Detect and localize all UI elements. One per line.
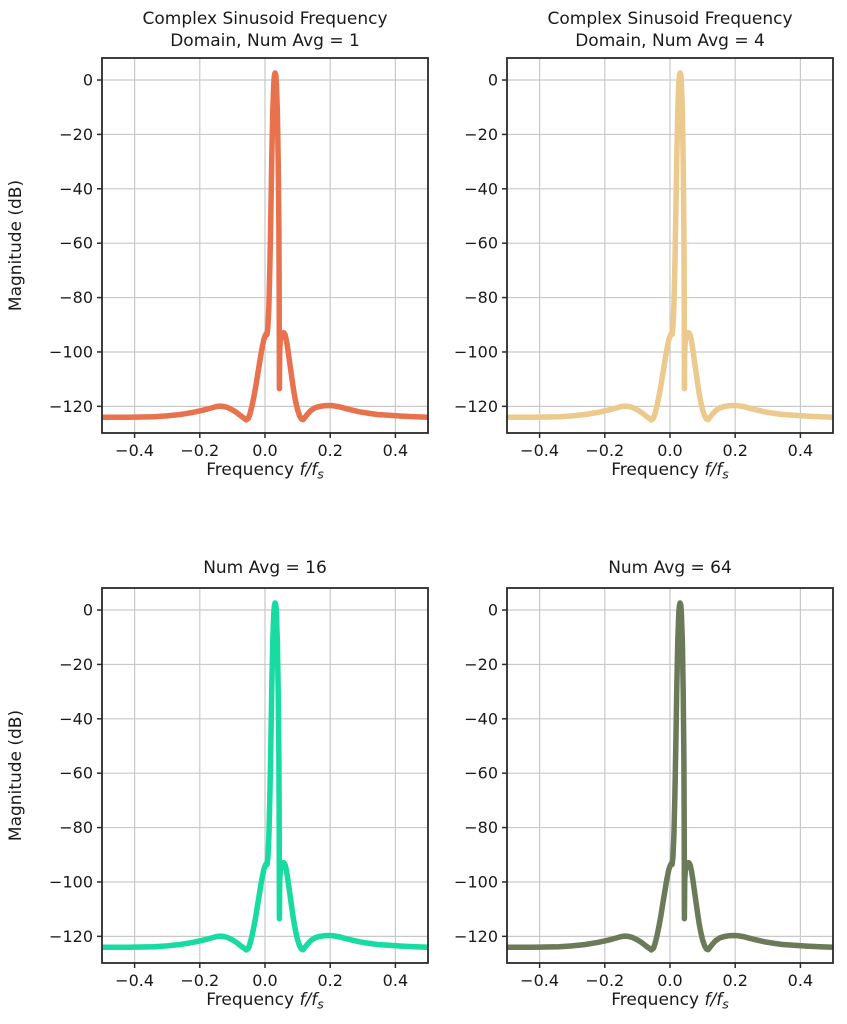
- plot-title: Num Avg = 16: [203, 558, 327, 578]
- x-axis-label: Frequency f/fs: [507, 460, 833, 482]
- y-tick-label: −60: [59, 234, 93, 253]
- x-tick-label: −0.2: [585, 441, 624, 460]
- x-axis-label-math: f/f: [704, 990, 723, 1010]
- x-tick-label: −0.4: [115, 971, 154, 990]
- y-tick-label: −80: [464, 288, 498, 307]
- y-tick-label: −100: [454, 872, 498, 891]
- plot-area: −0.4 −0.2 0.0 0.2 0.4 0 −20 −40 −60 −80 −100 −120: [454, 57, 834, 460]
- x-tick-label: −0.4: [520, 441, 559, 460]
- x-tick-label: −0.2: [180, 441, 219, 460]
- y-tick-label: −80: [464, 818, 498, 837]
- plot-area: −0.4 −0.2 0.0 0.2 0.4 0 −20 −40 −60 −80 −100 −120: [49, 57, 429, 460]
- spectrum-curve: [102, 70, 428, 423]
- x-axis-label-text: Frequency: [611, 990, 705, 1010]
- y-tick-label: −60: [59, 764, 93, 783]
- plot-border: [506, 587, 834, 964]
- y-tick-label: −120: [49, 927, 93, 946]
- x-tick-label: −0.2: [180, 971, 219, 990]
- x-axis-label-text: Frequency: [206, 460, 300, 480]
- x-axis-label: Frequency f/fs: [102, 990, 428, 1012]
- y-tick-label: −120: [454, 397, 498, 416]
- subplot-num-avg-16: Num Avg = 16 Magnitude (dB) −0.4 −0.2 0.0 0…: [0, 512, 440, 1024]
- plot-title: Complex Sinusoid Frequency Domain, Num A…: [547, 9, 793, 51]
- y-tick-label: −120: [49, 397, 93, 416]
- x-axis-label-math: f/f: [299, 990, 318, 1010]
- x-tick-label: 0.2: [722, 971, 747, 990]
- y-tick-label: −100: [49, 342, 93, 361]
- plot-border: [506, 57, 834, 434]
- x-axis-label: Frequency f/fs: [507, 990, 833, 1012]
- x-tick-label: −0.2: [585, 971, 624, 990]
- x-tick-label: 0.4: [383, 971, 408, 990]
- x-axis-label-subscript: s: [722, 996, 729, 1012]
- y-tick-label: −100: [49, 872, 93, 891]
- y-tick-label: −20: [59, 125, 93, 144]
- y-tick-label: −100: [454, 342, 498, 361]
- x-tick-label: 0.0: [252, 441, 277, 460]
- x-tick-label: 0.2: [317, 441, 342, 460]
- y-tick-label: 0: [83, 71, 93, 90]
- x-tick-label: −0.4: [520, 971, 559, 990]
- plot-area: −0.4 −0.2 0.0 0.2 0.4 0 −20 −40 −60 −80 −100 −120: [49, 587, 429, 990]
- y-tick-label: −20: [464, 655, 498, 674]
- x-axis-label-math: f/f: [704, 460, 723, 480]
- x-tick-label: 0.0: [657, 441, 682, 460]
- y-tick-label: −80: [59, 288, 93, 307]
- x-tick-label: 0.4: [788, 441, 813, 460]
- y-tick-label: −20: [59, 655, 93, 674]
- y-tick-label: −80: [59, 818, 93, 837]
- plot-title: Num Avg = 64: [608, 558, 732, 578]
- y-tick-label: −60: [464, 234, 498, 253]
- y-tick-label: −40: [464, 709, 498, 728]
- y-tick-label: −20: [464, 125, 498, 144]
- x-axis-label-subscript: s: [722, 466, 729, 482]
- y-tick-label: 0: [83, 601, 93, 620]
- subplot-num-avg-4: Complex Sinusoid Frequency Domain, Num A…: [440, 0, 847, 512]
- x-tick-label: −0.4: [115, 441, 154, 460]
- x-axis-label-text: Frequency: [206, 990, 300, 1010]
- plot-border: [101, 587, 429, 964]
- subplot-num-avg-1: Complex Sinusoid Frequency Domain, Num A…: [0, 0, 440, 512]
- y-tick-label: −40: [59, 179, 93, 198]
- x-axis-label-math: f/f: [299, 460, 318, 480]
- y-tick-label: 0: [488, 601, 498, 620]
- plot-area: −0.4 −0.2 0.0 0.2 0.4 0 −20 −40 −60 −80 −100 −120: [454, 587, 834, 990]
- y-tick-label: −40: [464, 179, 498, 198]
- plot-border: [101, 57, 429, 434]
- x-axis-label-subscript: s: [317, 466, 324, 482]
- spectrum-curve: [507, 70, 833, 423]
- x-tick-label: 0.2: [317, 971, 342, 990]
- y-axis-label: Magnitude (dB): [6, 179, 26, 312]
- y-tick-label: −120: [454, 927, 498, 946]
- x-tick-label: 0.0: [252, 971, 277, 990]
- spectrum-curve: [507, 600, 833, 953]
- y-tick-label: −40: [59, 709, 93, 728]
- y-tick-label: −60: [464, 764, 498, 783]
- y-axis-label: Magnitude (dB): [6, 709, 26, 842]
- spectrum-curve: [102, 600, 428, 953]
- x-tick-label: 0.4: [383, 441, 408, 460]
- x-axis-label: Frequency f/fs: [102, 460, 428, 482]
- subplot-num-avg-64: Num Avg = 64 −0.4 −0.2 0.0 0.2 0.4 0 −20 −40 −60…: [440, 512, 847, 1024]
- x-tick-label: 0.0: [657, 971, 682, 990]
- x-tick-label: 0.2: [722, 441, 747, 460]
- y-tick-label: 0: [488, 71, 498, 90]
- plot-title: Complex Sinusoid Frequency Domain, Num A…: [142, 9, 388, 51]
- x-tick-label: 0.4: [788, 971, 813, 990]
- x-axis-label-subscript: s: [317, 996, 324, 1012]
- x-axis-label-text: Frequency: [611, 460, 705, 480]
